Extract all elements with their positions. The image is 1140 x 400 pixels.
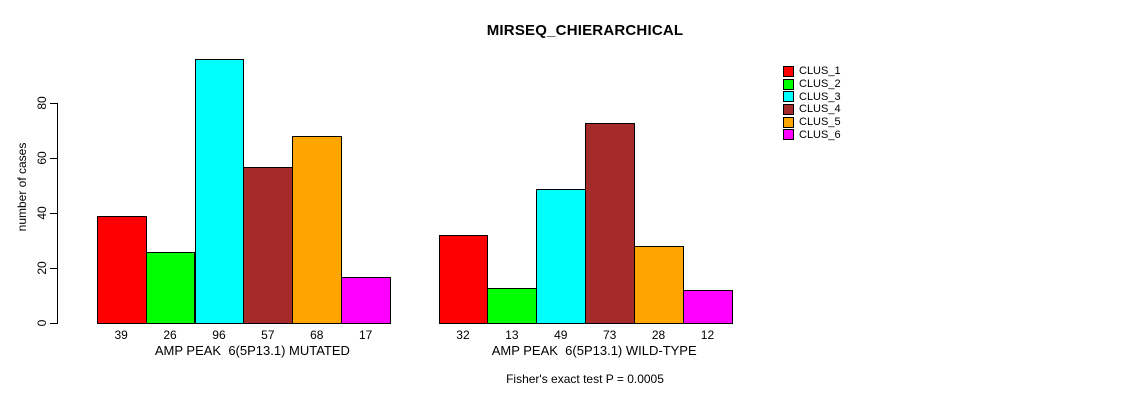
bar-value-label: 49: [554, 328, 568, 343]
x-axis-group-label-1: AMP PEAK 6(5P13.1) MUTATED: [154, 343, 350, 359]
bar-value-label: 13: [505, 328, 519, 343]
legend-item-clus_4: CLUS_4: [783, 103, 841, 116]
bar-value-label: 39: [114, 328, 128, 343]
y-tick-label: 20: [35, 261, 49, 275]
bar-group2-clus_1: [438, 235, 489, 325]
y-tick-mark: [50, 103, 57, 105]
bar-group1-clus_5: [292, 136, 343, 325]
bar-group1-clus_4: [243, 166, 294, 325]
y-axis-label: number of cases: [15, 142, 29, 232]
legend-item-clus_1: CLUS_1: [783, 65, 841, 78]
bar-group2-clus_4: [585, 122, 636, 325]
y-tick-mark: [50, 158, 57, 160]
bar-value-label: 57: [261, 328, 275, 343]
bar-group2-clus_6: [683, 290, 733, 325]
chart-title: MIRSEQ_CHIERARCHICAL: [486, 22, 684, 39]
y-axis-line: [57, 103, 58, 325]
y-tick-mark: [50, 213, 57, 215]
legend-item-clus_6: CLUS_6: [783, 128, 841, 141]
y-tick-label: 40: [35, 206, 49, 220]
legend-swatch-icon: [783, 116, 794, 128]
bar-group1-clus_3: [194, 59, 245, 325]
legend-item-clus_5: CLUS_5: [783, 116, 841, 129]
bar-value-label: 26: [163, 328, 177, 343]
legend-item-clus_3: CLUS_3: [783, 90, 841, 103]
bar-group2-clus_2: [487, 287, 538, 325]
bar-group2-clus_3: [536, 188, 587, 325]
y-tick-mark: [50, 268, 57, 270]
y-tick-label: 0: [35, 319, 49, 327]
legend-swatch-icon: [783, 78, 794, 90]
legend-label: CLUS_5: [799, 116, 841, 129]
bar-value-label: 73: [602, 328, 617, 343]
bar-value-label: 28: [651, 328, 666, 343]
y-tick-mark: [50, 323, 57, 325]
y-tick-label: 60: [35, 151, 49, 165]
legend: CLUS_1 CLUS_2 CLUS_3 CLUS_4 CLUS_5 CLUS_6: [783, 65, 841, 141]
legend-swatch-icon: [783, 103, 794, 115]
y-tick-label: 80: [35, 96, 49, 110]
bar-group2-clus_5: [634, 246, 684, 325]
legend-swatch-icon: [783, 91, 794, 103]
bar-value-label: 96: [212, 328, 226, 343]
fisher-test-annotation: Fisher's exact test P = 0.0005: [506, 372, 664, 386]
legend-label: CLUS_1: [799, 65, 841, 78]
bar-value-label: 17: [358, 328, 373, 343]
legend-swatch-icon: [783, 65, 794, 77]
bar-group1-clus_1: [96, 216, 147, 325]
legend-label: CLUS_4: [799, 103, 841, 116]
legend-swatch-icon: [783, 129, 794, 141]
x-axis-group-label-2: AMP PEAK 6(5P13.1) WILD-TYPE: [491, 343, 697, 359]
bar-value-label: 32: [456, 328, 470, 343]
bar-value-label: 68: [310, 328, 324, 343]
legend-item-clus_2: CLUS_2: [783, 78, 841, 91]
bar-value-label: 12: [700, 328, 715, 343]
legend-label: CLUS_2: [799, 78, 841, 91]
bar-group1-clus_6: [341, 276, 392, 325]
bar-group1-clus_2: [145, 251, 196, 325]
legend-label: CLUS_6: [799, 128, 841, 141]
legend-label: CLUS_3: [799, 90, 841, 103]
